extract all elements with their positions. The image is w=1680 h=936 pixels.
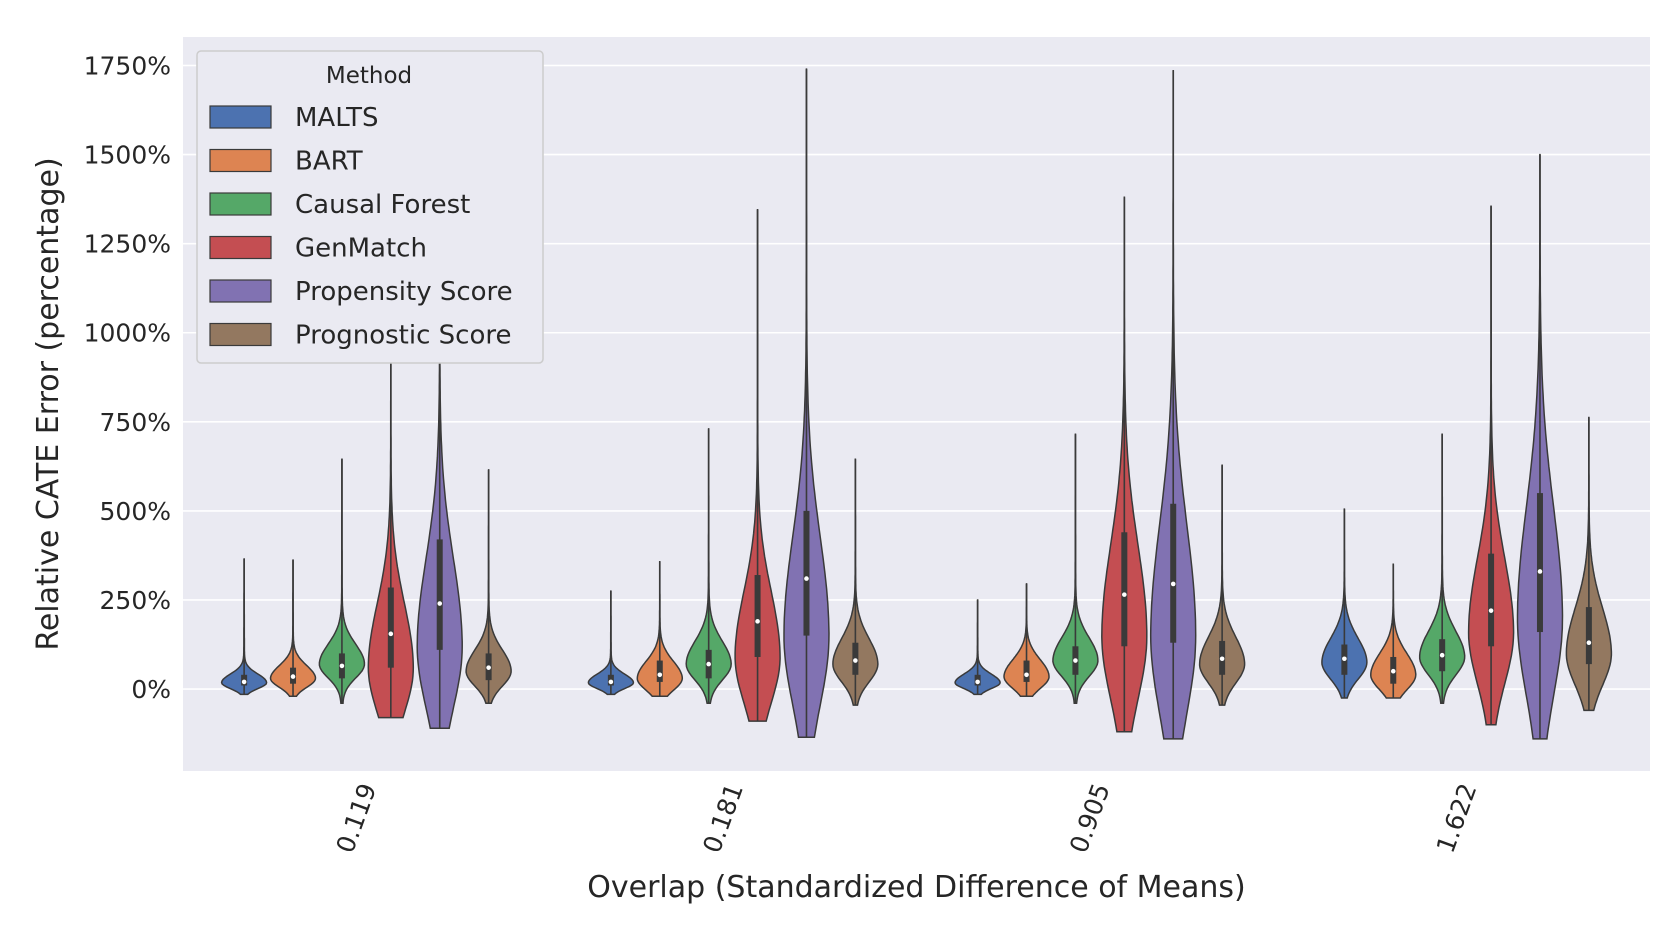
violin-box <box>1536 493 1543 633</box>
violin-median <box>975 679 980 685</box>
legend-label: MALTS <box>295 103 379 133</box>
violin-median <box>1122 592 1127 597</box>
violin-median <box>853 658 858 663</box>
y-axis-title: Relative CATE Error (percentage) <box>31 157 66 650</box>
legend-title: Method <box>326 63 412 89</box>
legend-swatch <box>209 148 272 173</box>
violin-median <box>1488 608 1494 613</box>
violin-box <box>1170 503 1177 643</box>
violin-median <box>437 601 443 606</box>
x-tick-label: 1.622 <box>1431 780 1483 857</box>
legend-label: Causal Forest <box>295 190 470 220</box>
violin-median <box>1586 640 1592 646</box>
violin-box <box>1121 532 1128 647</box>
violin-median <box>1342 656 1347 662</box>
violin-median <box>1024 672 1029 678</box>
violin-box <box>656 660 663 682</box>
violin-box <box>803 510 810 636</box>
x-tick-label: 0.181 <box>697 780 749 857</box>
violin-median <box>657 672 663 678</box>
violin-median <box>1219 656 1225 662</box>
violin-median <box>241 679 247 685</box>
violin-median <box>608 679 614 685</box>
legend-swatch <box>209 322 272 347</box>
legend-box <box>196 50 544 364</box>
violin-median <box>755 619 760 624</box>
legend-label: GenMatch <box>295 234 427 264</box>
y-tick-label: 0% <box>131 675 171 704</box>
violin-box <box>387 587 394 668</box>
y-tick-label: 1000% <box>84 319 171 348</box>
violin-box <box>754 575 761 657</box>
legend-swatch <box>209 235 272 260</box>
legend-swatch <box>209 192 272 216</box>
violin-median <box>290 674 296 679</box>
violin-median <box>1073 658 1078 663</box>
y-axis-ticks: 0% 250% 500% 750% 1000% 1250% 1500% 1750% <box>84 52 171 705</box>
y-tick-label: 1500% <box>84 141 171 170</box>
violin-median <box>706 661 711 667</box>
violin-median <box>1170 581 1176 587</box>
violin-box <box>1488 553 1495 647</box>
legend-items: MALTS BART Causal Forest GenMatch Propensity… <box>209 103 513 351</box>
y-tick-label: 750% <box>100 408 171 437</box>
legend-label: BART <box>295 147 363 177</box>
violin-median <box>804 576 809 581</box>
legend-swatch <box>209 105 272 129</box>
y-tick-label: 1250% <box>84 230 171 259</box>
legend-label: Prognostic Score <box>295 321 511 351</box>
x-axis-ticks: 0.119 0.181 0.905 1.622 <box>331 780 1483 857</box>
x-tick-label: 0.119 <box>331 780 383 857</box>
violin-box <box>1585 607 1592 665</box>
violin-median <box>1390 668 1396 674</box>
legend: Method MALTS BART Causal Forest GenMatch Pro… <box>196 50 544 364</box>
legend-label: Propensity Score <box>295 277 513 307</box>
violin-median <box>486 665 491 670</box>
y-tick-label: 250% <box>100 586 171 615</box>
violin-box <box>1023 660 1030 682</box>
legend-swatch <box>209 279 272 303</box>
violin-median <box>1537 569 1543 574</box>
violins <box>220 68 1613 740</box>
x-tick-label: 0.905 <box>1064 780 1116 857</box>
y-tick-label: 500% <box>100 497 171 526</box>
violin-median <box>339 663 345 669</box>
violin-median <box>388 631 394 637</box>
x-axis-title: Overlap (Standardized Difference of Mean… <box>587 870 1245 905</box>
violin-box <box>436 539 443 650</box>
violin-median <box>1439 652 1445 658</box>
y-tick-label: 1750% <box>84 52 171 81</box>
